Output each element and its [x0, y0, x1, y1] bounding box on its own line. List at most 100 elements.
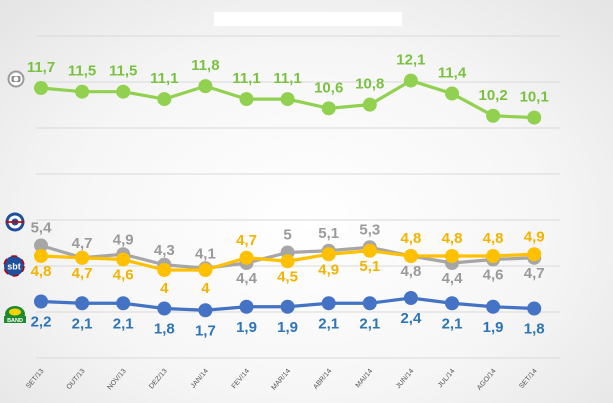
- data-label: 4,4: [236, 270, 258, 287]
- x-tick-label: JUL/14: [437, 368, 457, 390]
- data-label: 4,1: [195, 245, 216, 262]
- data-point: [445, 249, 459, 263]
- data-point: [75, 296, 90, 311]
- data-point: [198, 79, 213, 94]
- data-label: 10,8: [355, 76, 384, 93]
- data-point: [280, 299, 295, 314]
- data-label: 1,9: [277, 319, 298, 336]
- data-point: [198, 263, 213, 277]
- data-label: 4,6: [483, 267, 504, 284]
- data-label: 4,8: [483, 230, 504, 247]
- data-label: 11,1: [232, 70, 260, 87]
- data-point: [280, 92, 295, 107]
- band-logo-icon: BAND: [4, 306, 26, 324]
- data-point: [157, 301, 172, 316]
- data-label: 2,1: [72, 315, 93, 332]
- record-logo-icon: [5, 212, 25, 232]
- x-tick-label: ABR/14: [312, 368, 333, 391]
- x-axis-ticks: SET/13 OUT/13 NOV/13 DEZ/13 JAN/14 FEV/14 MAR/…: [25, 368, 539, 392]
- data-label: 10,1: [520, 89, 549, 106]
- data-label: 5,1: [318, 225, 339, 242]
- data-point: [527, 247, 542, 262]
- data-point: [362, 296, 377, 311]
- data-label: 2,1: [442, 315, 463, 332]
- series-layer: [34, 73, 542, 318]
- data-label: 4,9: [524, 228, 545, 245]
- data-label: 2,2: [31, 314, 52, 331]
- data-label: 4,7: [236, 232, 257, 249]
- data-point: [34, 294, 48, 309]
- data-label: 1,7: [195, 322, 216, 339]
- data-label: 4,8: [400, 263, 421, 280]
- data-label: 5,4: [31, 220, 53, 237]
- data-label: 4,7: [72, 235, 93, 252]
- x-tick-label: SET/13: [25, 368, 45, 390]
- data-label: 11,1: [273, 70, 301, 87]
- data-label: 11,8: [191, 57, 219, 74]
- data-labels: 11,7 11,5 11,5 11,1 11,8 11,1 11,1 10,6 10,8 12,1…: [27, 52, 549, 340]
- data-label: 11,4: [438, 65, 467, 82]
- x-tick-label: NOV/13: [106, 368, 127, 392]
- data-point: [198, 303, 213, 318]
- data-label: 2,1: [318, 315, 339, 332]
- data-point: [239, 299, 254, 314]
- data-point: [116, 84, 131, 99]
- title-plate: [214, 12, 402, 26]
- data-label: 4: [160, 280, 169, 297]
- data-point: [445, 296, 459, 311]
- data-point: [527, 110, 542, 125]
- data-label: 4,8: [442, 230, 463, 247]
- x-tick-label: FEV/14: [231, 368, 251, 390]
- data-point: [486, 108, 501, 123]
- data-point: [34, 249, 48, 263]
- data-label: 4,7: [524, 265, 545, 282]
- data-point: [280, 254, 295, 269]
- data-label: 12,1: [396, 52, 425, 69]
- data-point: [75, 84, 90, 99]
- globo-logo-icon: [7, 70, 25, 88]
- data-label: 1,8: [524, 321, 545, 338]
- data-label: 1,8: [154, 321, 175, 338]
- data-label: 11,5: [68, 63, 96, 80]
- data-label: 4,9: [113, 231, 134, 248]
- x-tick-label: JAN/14: [190, 368, 210, 390]
- x-tick-label: AGO/14: [476, 368, 498, 392]
- data-point: [116, 296, 131, 311]
- data-label: 5: [283, 227, 291, 244]
- data-point: [239, 250, 254, 265]
- data-label: 4,7: [72, 265, 93, 282]
- data-point: [34, 81, 48, 95]
- data-point: [362, 243, 377, 258]
- data-label: 1,9: [236, 319, 257, 336]
- data-label: 11,1: [150, 70, 178, 87]
- data-label: 4: [201, 280, 210, 297]
- data-label: 2,1: [359, 315, 380, 332]
- data-point: [34, 238, 48, 253]
- x-tick-label: MAR/14: [271, 368, 293, 392]
- data-label: 11,5: [109, 63, 137, 80]
- data-point: [486, 299, 501, 314]
- x-tick-label: MAI/14: [355, 368, 375, 390]
- data-label: 4,5: [277, 268, 298, 285]
- data-point: [403, 291, 418, 305]
- data-label: 11,7: [27, 59, 55, 76]
- data-point: [527, 301, 542, 316]
- data-label: 4,3: [154, 242, 175, 259]
- data-point: [75, 250, 90, 265]
- data-point: [403, 73, 418, 88]
- x-tick-label: SET/14: [518, 368, 538, 390]
- data-point: [116, 252, 131, 267]
- data-label: 10,6: [314, 79, 343, 96]
- data-label: 4,8: [400, 230, 421, 247]
- data-point: [321, 101, 336, 116]
- x-tick-label: JUN/14: [395, 368, 415, 390]
- sbt-logo-icon: sbt: [3, 255, 25, 277]
- svg-text:BAND: BAND: [7, 318, 23, 324]
- data-label: 4,9: [318, 261, 339, 278]
- data-point: [157, 263, 172, 277]
- data-point: [321, 296, 336, 311]
- data-label: 4,8: [31, 263, 52, 280]
- x-tick-label: DEZ/13: [148, 368, 169, 391]
- data-point: [445, 86, 459, 101]
